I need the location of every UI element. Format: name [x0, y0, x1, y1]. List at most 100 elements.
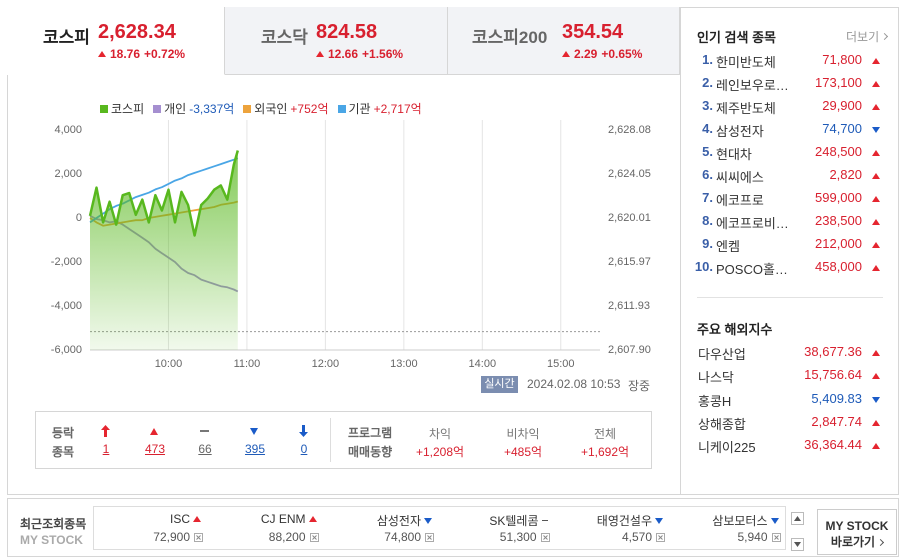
- right-panel: 인기 검색 종목 더보기 1. 한미반도체 71,800 2. 레인보우로… 173,100 3…: [681, 7, 899, 495]
- breadth-count[interactable]: 395: [244, 442, 266, 456]
- recent-item[interactable]: 태영건설우 4,570: [556, 507, 671, 549]
- area-fill: [90, 150, 238, 350]
- market-tab[interactable]: 코스피200 354.54 2.29 +0.65%: [448, 7, 680, 75]
- stock-price: 248,500: [815, 144, 862, 159]
- legend-swatch: [337, 104, 346, 113]
- datetime: 2024.02.08 10:53: [527, 377, 621, 391]
- breadth-icon: [101, 424, 110, 438]
- recent-bar: 최근조회종목 MY STOCK ISC 72,900 CJ ENM 88,200 삼성전자 7…: [7, 498, 899, 557]
- recent-price: 5,940: [737, 530, 768, 544]
- arrow-up: [872, 219, 880, 225]
- series-line: [89, 157, 239, 224]
- scroll-down[interactable]: [791, 538, 804, 551]
- popular-item[interactable]: 7. 에코프로 599,000: [681, 190, 899, 210]
- breadth-count[interactable]: 0: [300, 442, 308, 456]
- legend: 코스피 개인 -3,337억 외국인 +752억 기관 +2,717억: [100, 100, 422, 117]
- breadth-title: 등락: [52, 426, 75, 440]
- market-tab[interactable]: 코스닥 824.58 12.66 +1.56%: [225, 7, 448, 75]
- popular-item[interactable]: 1. 한미반도체 71,800: [681, 52, 899, 72]
- recent-item[interactable]: ISC 72,900: [94, 507, 209, 549]
- y-tick-label: 4,000: [54, 124, 82, 136]
- x-tick-label: 10:00: [155, 358, 183, 370]
- arrow-up: [872, 104, 880, 110]
- mystock-button[interactable]: MY STOCK 바로가기: [817, 509, 897, 555]
- more-link[interactable]: 더보기: [846, 28, 889, 45]
- popular-item[interactable]: 8. 에코프로비… 238,500: [681, 213, 899, 233]
- popular-title: 인기 검색 종목: [697, 30, 776, 45]
- legend-item: 코스피: [100, 100, 144, 117]
- y2-tick-label: 2,624.05: [608, 168, 651, 180]
- arrow-up: [562, 51, 570, 57]
- arrow-up: [872, 81, 880, 87]
- popular-item[interactable]: 9. 엔켐 212,000: [681, 236, 899, 256]
- arrow-up: [872, 443, 880, 450]
- delete-icon[interactable]: [194, 532, 203, 542]
- arrow-up: [872, 350, 880, 356]
- popular-item[interactable]: 3. 제주반도체 29,900: [681, 98, 899, 118]
- legend-swatch: [100, 104, 108, 113]
- popular-item[interactable]: 6. 씨씨에스 2,820: [681, 167, 899, 187]
- popular-item[interactable]: 4. 삼성전자 74,700: [681, 121, 899, 141]
- breadth-count[interactable]: 473: [144, 442, 166, 456]
- index-item[interactable]: 홍콩H 5,409.83: [681, 391, 899, 411]
- recent-item[interactable]: CJ ENM 88,200: [210, 507, 325, 549]
- tabs: 코스피 2,628.34 18.76 +0.72% 코스닥 824.58 12.66 +1.5…: [7, 7, 680, 75]
- recent-item[interactable]: 삼성전자 74,800: [325, 507, 440, 549]
- stock-name: 씨씨에스: [716, 170, 764, 185]
- legend-total: +2,717억: [373, 102, 422, 116]
- delete-icon[interactable]: [309, 532, 319, 542]
- index-item[interactable]: 상해종합 2,847.74: [681, 414, 899, 434]
- breadth-count[interactable]: 1: [102, 442, 110, 456]
- y-tick-label: 0: [76, 212, 82, 224]
- arrow-down: [872, 127, 880, 133]
- popular-item[interactable]: 2. 레인보우로… 173,100: [681, 75, 899, 95]
- series-line: [88, 150, 240, 237]
- recent-subtitle: MY STOCK: [20, 533, 83, 547]
- recent-name: ISC: [169, 512, 190, 526]
- breadth-count[interactable]: 66: [198, 442, 212, 456]
- stock-name: 제주반도체: [716, 101, 776, 116]
- delete-icon[interactable]: [540, 532, 550, 542]
- tab-value: 824.58: [316, 21, 378, 43]
- breadth-icon: [299, 424, 308, 438]
- tab-name: 코스피200: [472, 28, 548, 47]
- program-title: 매매동향: [348, 445, 393, 459]
- legend-name: 개인: [164, 102, 187, 116]
- arrow-up: [872, 173, 880, 179]
- realtime-badge: 실시간: [481, 376, 518, 393]
- popular-item[interactable]: 10. POSCO홀… 458,000: [681, 259, 899, 279]
- more-chevron: [881, 32, 889, 41]
- index-item[interactable]: 나스닥 15,756.64: [681, 367, 899, 387]
- recent-price-row: 88,200: [269, 530, 319, 544]
- index-value: 15,756.64: [804, 367, 862, 383]
- recent-price-row: 72,900: [153, 530, 203, 544]
- recent-item[interactable]: 삼보모터스 5,940: [672, 507, 787, 549]
- breadth-title: 종목: [52, 445, 75, 459]
- stock-name: 에코프로: [716, 193, 764, 208]
- tab-change: 12.66 +1.56%: [316, 47, 403, 61]
- delete-icon[interactable]: [771, 532, 781, 542]
- index-value: 2,847.74: [811, 413, 862, 429]
- tab-name: 코스닥: [261, 28, 308, 47]
- rank: 6.: [702, 167, 713, 182]
- change-value: 2.29: [574, 47, 598, 61]
- index-name: 상해종합: [698, 416, 746, 432]
- legend-swatch: [243, 104, 252, 113]
- index-item[interactable]: 니케이225 36,364.44: [681, 437, 899, 457]
- rank: 9.: [702, 236, 713, 251]
- scroll-up[interactable]: [791, 512, 804, 525]
- index-item[interactable]: 다우산업 38,677.36: [681, 344, 899, 364]
- delete-icon[interactable]: [656, 532, 665, 542]
- change-rate: +0.65%: [601, 47, 643, 61]
- recent-price: 88,200: [268, 530, 306, 544]
- tab-change: 2.29 +0.65%: [562, 47, 642, 61]
- recent-item[interactable]: SK텔레콤 51,300: [441, 507, 556, 549]
- popular-item[interactable]: 5. 현대차 248,500: [681, 144, 899, 164]
- recent-list: ISC 72,900 CJ ENM 88,200 삼성전자 74,800 SK텔레콤 51,3…: [93, 506, 786, 550]
- market-tab[interactable]: 코스피 2,628.34 18.76 +0.72%: [7, 7, 225, 75]
- x-tick-label: 15:00: [547, 358, 575, 370]
- recent-title: 최근조회종목: [20, 517, 87, 531]
- arrow-up: [872, 150, 880, 156]
- delete-icon[interactable]: [425, 532, 434, 542]
